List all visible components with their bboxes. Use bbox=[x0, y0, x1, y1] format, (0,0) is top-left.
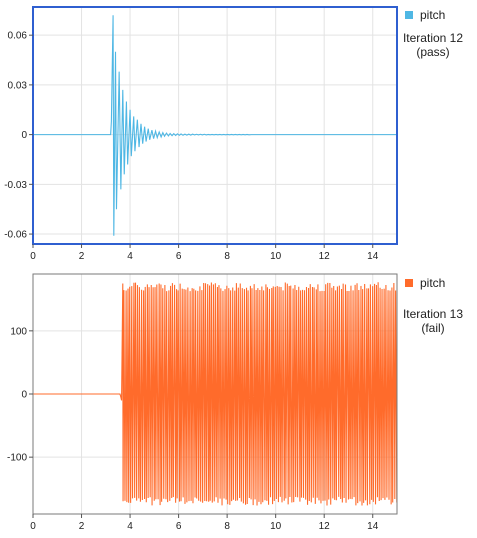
x-tick-label: 10 bbox=[270, 251, 282, 262]
iteration-status: (fail) bbox=[421, 321, 444, 335]
x-tick-label: 4 bbox=[127, 521, 133, 532]
y-tick-label: 0 bbox=[21, 390, 27, 401]
x-tick-label: 2 bbox=[79, 251, 85, 262]
x-tick-label: 10 bbox=[270, 521, 282, 532]
y-tick-label: 0 bbox=[21, 130, 27, 141]
iteration-label: Iteration 13 bbox=[403, 307, 463, 321]
x-tick-label: 12 bbox=[319, 521, 331, 532]
y-tick-label: -0.03 bbox=[4, 180, 27, 191]
x-tick-label: 8 bbox=[224, 521, 230, 532]
x-tick-label: 0 bbox=[30, 251, 36, 262]
y-tick-label: 0.06 bbox=[8, 31, 28, 42]
x-tick-label: 4 bbox=[127, 251, 133, 262]
x-tick-label: 8 bbox=[224, 251, 230, 262]
chart-panel-top: 0 2 4 6 8 10 12 14 0.06 0.03 0 -0.03 -0.06 pitch Itera… bbox=[4, 6, 463, 262]
x-tick-label: 14 bbox=[367, 251, 379, 262]
plot-area bbox=[33, 7, 397, 244]
x-tick-label: 12 bbox=[319, 251, 331, 262]
y-tick-label: 0.03 bbox=[8, 80, 28, 91]
y-tick-label: -0.06 bbox=[4, 230, 27, 241]
x-tick-label: 0 bbox=[30, 521, 36, 532]
series-line-pitch bbox=[33, 282, 397, 506]
legend-label: pitch bbox=[420, 8, 445, 22]
plot-frame-selected bbox=[32, 6, 398, 245]
x-tick-label: 14 bbox=[367, 521, 379, 532]
x-tick-label: 2 bbox=[79, 521, 85, 532]
x-tick-label: 6 bbox=[176, 521, 182, 532]
y-tick-label: 100 bbox=[10, 326, 27, 337]
legend-label: pitch bbox=[420, 276, 445, 290]
iteration-label: Iteration 12 bbox=[403, 31, 463, 45]
legend-swatch bbox=[405, 11, 413, 19]
y-tick-label: -100 bbox=[7, 453, 27, 464]
chart-panel-bottom: 0 2 4 6 8 10 12 14 100 0 -100 pitch Iteration 13(fai… bbox=[7, 273, 463, 532]
legend-swatch bbox=[405, 279, 413, 287]
iteration-status: (pass) bbox=[416, 45, 449, 59]
x-tick-label: 6 bbox=[176, 251, 182, 262]
series-line-pitch bbox=[33, 15, 397, 236]
